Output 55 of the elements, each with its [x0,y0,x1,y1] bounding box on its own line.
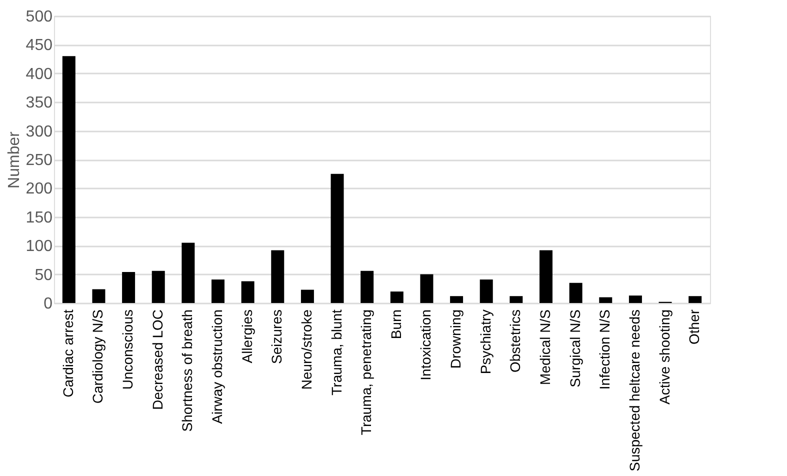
y-tick-label: 400 [26,66,53,83]
bar [688,296,702,303]
bar [628,296,642,303]
x-tick-label: Medical N/S [537,310,553,385]
x-tick-label: Allergies [238,310,255,364]
bar [510,296,523,303]
bar [62,56,76,303]
y-tick-label: 300 [26,123,53,140]
x-tick-label: Shortness of breath [179,310,196,432]
x-tick-label: Decreased LOC [149,310,166,410]
bar [241,281,254,303]
x-tick-label: Airway obstruction [209,310,225,424]
y-tick-label: 200 [26,180,53,198]
bar [390,292,404,303]
y-tick-label: 250 [26,152,53,169]
bar [122,272,136,303]
x-tick-label: Active shooting [656,310,672,404]
y-tick-label: 150 [26,209,53,226]
x-tick-label: Psychiatry [477,310,494,374]
y-tick-label: 0 [44,296,53,312]
x-tick-label: Cardiology N/S [90,310,106,404]
x-tick-label: Neuro/stroke [298,309,314,390]
bar [330,174,344,303]
x-tick-label: Intoxication [418,310,434,380]
bar [360,270,374,303]
x-tick-label: Burn [388,310,404,340]
x-tick-label: Obstetrics [507,310,524,373]
x-tick-label: Surgical N/S [566,310,583,388]
x-tick-label: Trauma, blunt [328,309,344,396]
x-tick-label: Suspected heltcare needs [626,310,642,472]
x-tick-label: Trauma, penetrating [358,310,374,436]
bar [182,242,195,303]
bar [480,279,493,303]
bar [152,270,165,303]
x-tick-label: Drowning [448,310,464,369]
bar [569,282,582,303]
x-tick-label: Seizures [268,310,285,364]
x-tick-label: Infection N/S [596,310,613,390]
x-tick-label: Cardiac arrest [60,309,76,398]
y-tick-label: 350 [26,94,53,112]
bar [212,279,224,303]
bar [92,289,106,303]
bar [271,250,284,303]
bar [540,250,552,303]
bar [420,274,434,303]
y-axis-title: Number [6,130,23,188]
y-tick-label: 450 [26,37,53,54]
y-tick-label: 100 [26,238,53,256]
y-tick-label: 500 [26,8,53,26]
x-tick-label: Other [686,309,702,345]
bar [450,296,464,303]
x-tick-label: Unconscious [120,310,136,390]
y-tick-label: 50 [34,266,53,284]
bar [300,290,314,303]
bar [599,297,612,303]
